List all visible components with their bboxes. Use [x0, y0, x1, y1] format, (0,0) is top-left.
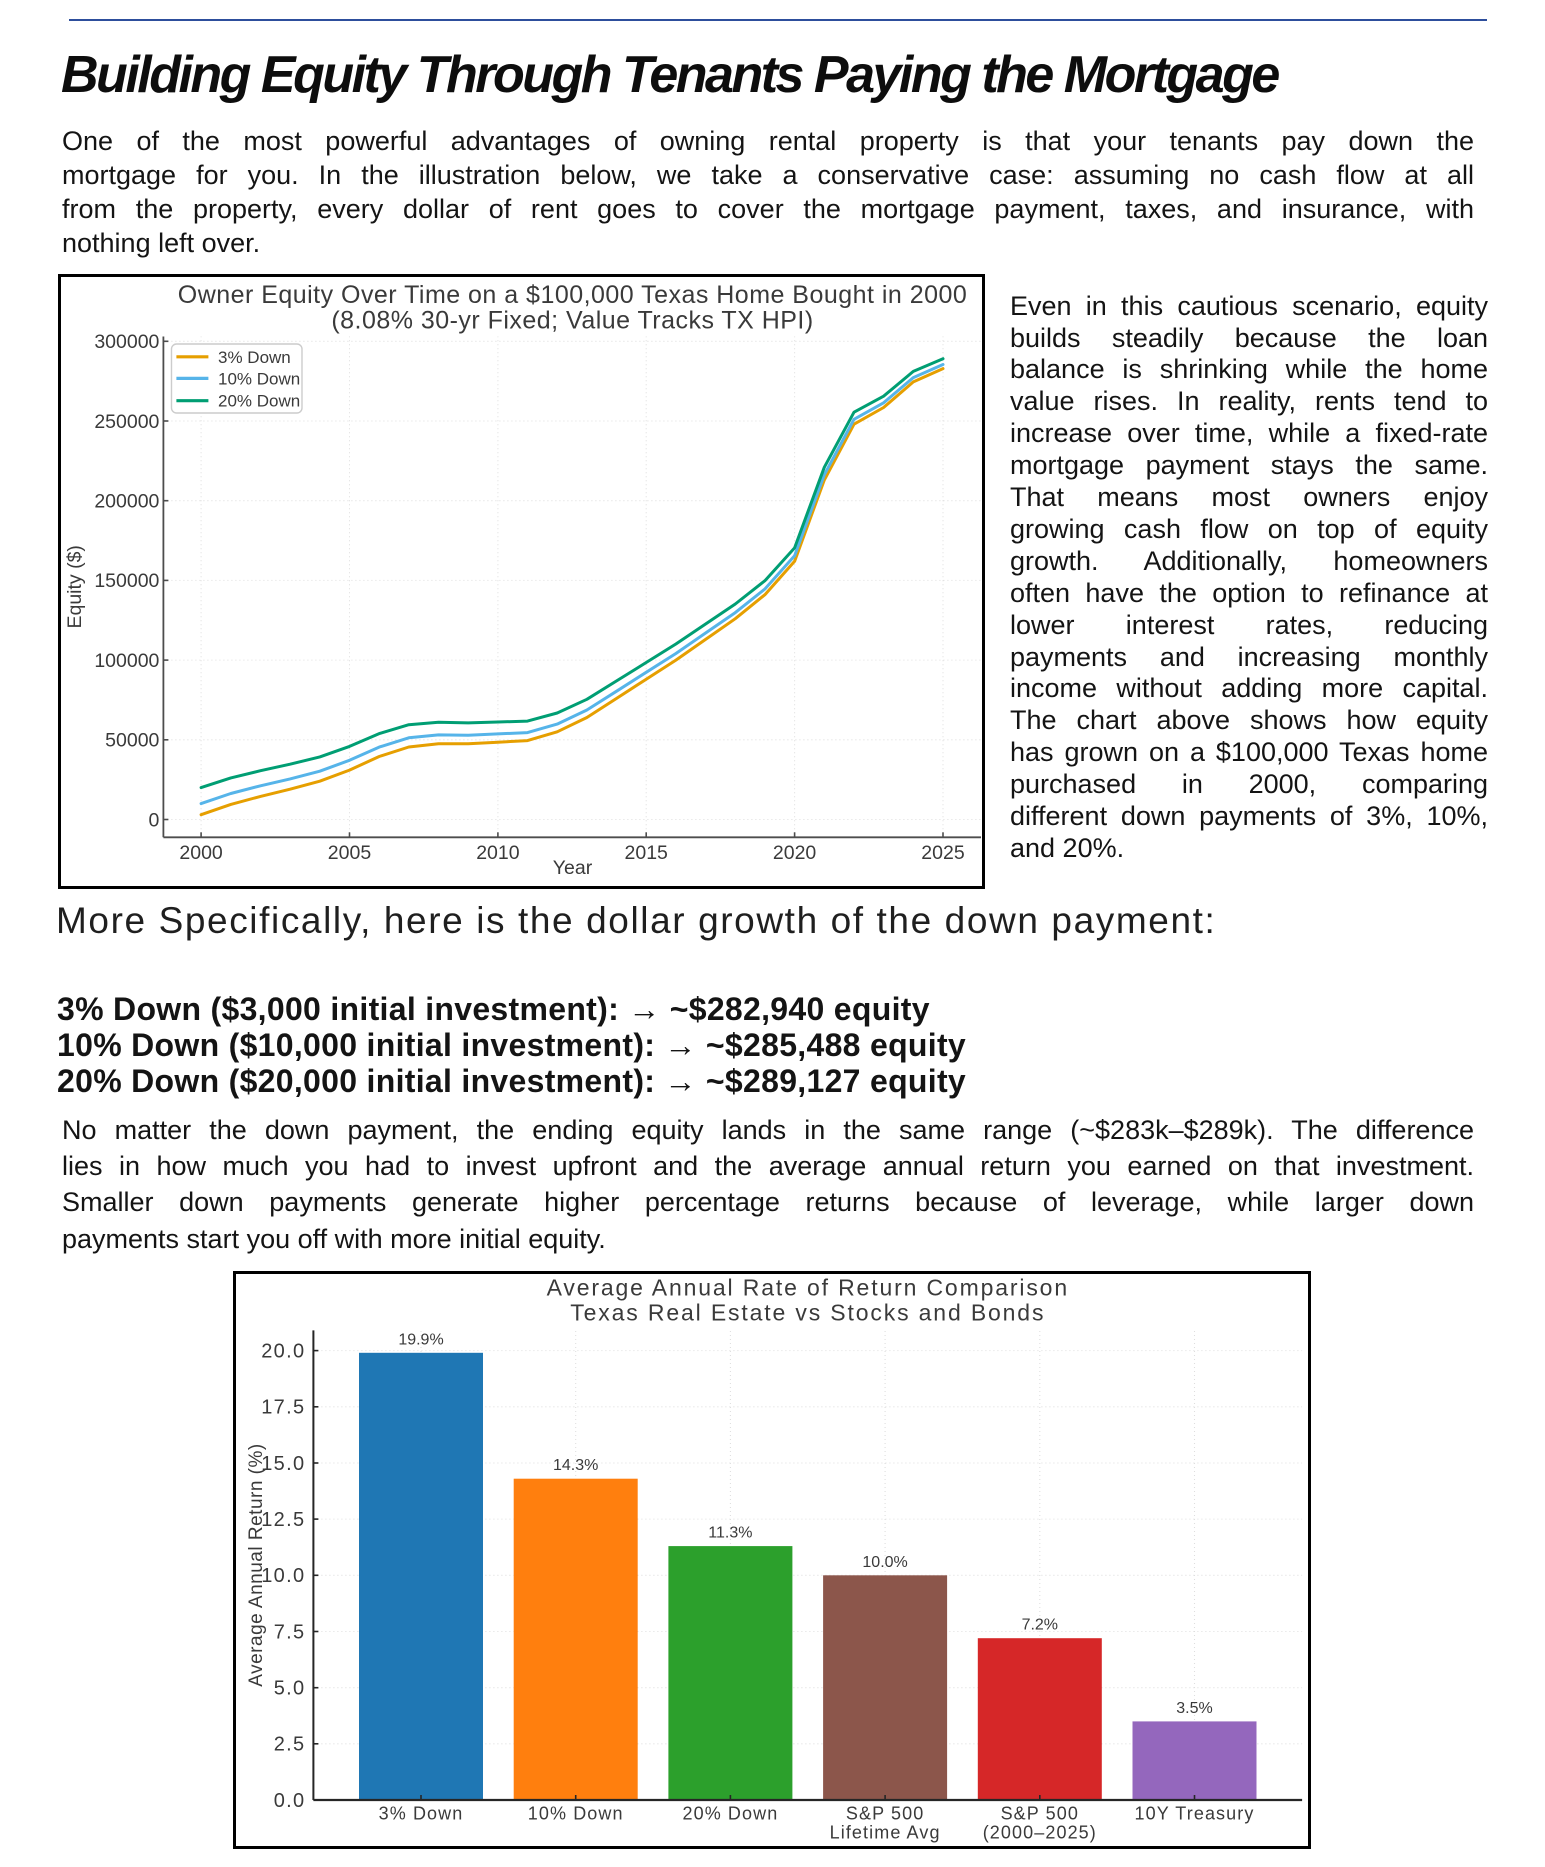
svg-text:Year: Year — [553, 857, 593, 879]
svg-text:Texas Real Estate vs Stocks an: Texas Real Estate vs Stocks and Bonds — [570, 1300, 1045, 1326]
svg-text:150000: 150000 — [94, 570, 159, 592]
svg-text:3% Down: 3% Down — [379, 1803, 464, 1823]
svg-text:50000: 50000 — [105, 730, 159, 752]
svg-text:0: 0 — [149, 809, 160, 831]
svg-text:300000: 300000 — [94, 331, 159, 353]
svg-text:20% Down: 20% Down — [682, 1803, 778, 1823]
svg-text:5.0: 5.0 — [274, 1678, 306, 1700]
svg-text:11.3%: 11.3% — [708, 1525, 752, 1542]
svg-text:250000: 250000 — [94, 411, 159, 433]
svg-text:10Y Treasury: 10Y Treasury — [1135, 1803, 1255, 1823]
svg-text:17.5: 17.5 — [261, 1397, 305, 1419]
svg-text:2025: 2025 — [921, 842, 965, 864]
svg-text:2.5: 2.5 — [274, 1734, 306, 1756]
svg-text:2010: 2010 — [476, 842, 520, 864]
svg-text:10% Down: 10% Down — [218, 369, 300, 388]
svg-text:3% Down: 3% Down — [218, 348, 291, 367]
svg-text:7.5: 7.5 — [274, 1621, 306, 1643]
svg-text:2020: 2020 — [773, 842, 817, 864]
svg-text:2015: 2015 — [625, 842, 669, 864]
svg-text:S&P 500: S&P 500 — [846, 1803, 924, 1823]
svg-text:Equity ($): Equity ($) — [64, 545, 86, 628]
svg-text:10.0%: 10.0% — [862, 1554, 907, 1571]
svg-text:(2000–2025): (2000–2025) — [983, 1823, 1097, 1843]
svg-text:3.5%: 3.5% — [1176, 1700, 1212, 1717]
svg-text:20.0: 20.0 — [261, 1340, 305, 1362]
svg-text:Owner Equity Over Time on a $1: Owner Equity Over Time on a $100,000 Tex… — [178, 281, 967, 309]
svg-text:Average Annual Return (%): Average Annual Return (%) — [246, 1443, 267, 1686]
svg-text:(8.08% 30-yr Fixed; Value Trac: (8.08% 30-yr Fixed; Value Tracks TX HPI) — [331, 307, 813, 335]
svg-text:10.0: 10.0 — [261, 1565, 305, 1587]
svg-text:7.2%: 7.2% — [1022, 1617, 1058, 1634]
svg-text:Average Annual Rate of Return: Average Annual Rate of Return Comparison — [547, 1275, 1069, 1301]
svg-text:2000: 2000 — [179, 842, 223, 864]
svg-text:14.3%: 14.3% — [553, 1457, 598, 1474]
svg-text:20% Down: 20% Down — [218, 392, 300, 411]
svg-text:15.0: 15.0 — [261, 1453, 305, 1475]
svg-text:100000: 100000 — [94, 650, 159, 672]
svg-text:200000: 200000 — [94, 491, 159, 513]
svg-text:0.0: 0.0 — [274, 1790, 306, 1812]
svg-text:Lifetime Avg: Lifetime Avg — [830, 1823, 941, 1843]
svg-text:19.9%: 19.9% — [398, 1331, 443, 1348]
svg-text:12.5: 12.5 — [261, 1509, 305, 1531]
svg-text:S&P 500: S&P 500 — [1001, 1803, 1079, 1823]
svg-text:10% Down: 10% Down — [528, 1803, 624, 1823]
svg-text:2005: 2005 — [328, 842, 372, 864]
